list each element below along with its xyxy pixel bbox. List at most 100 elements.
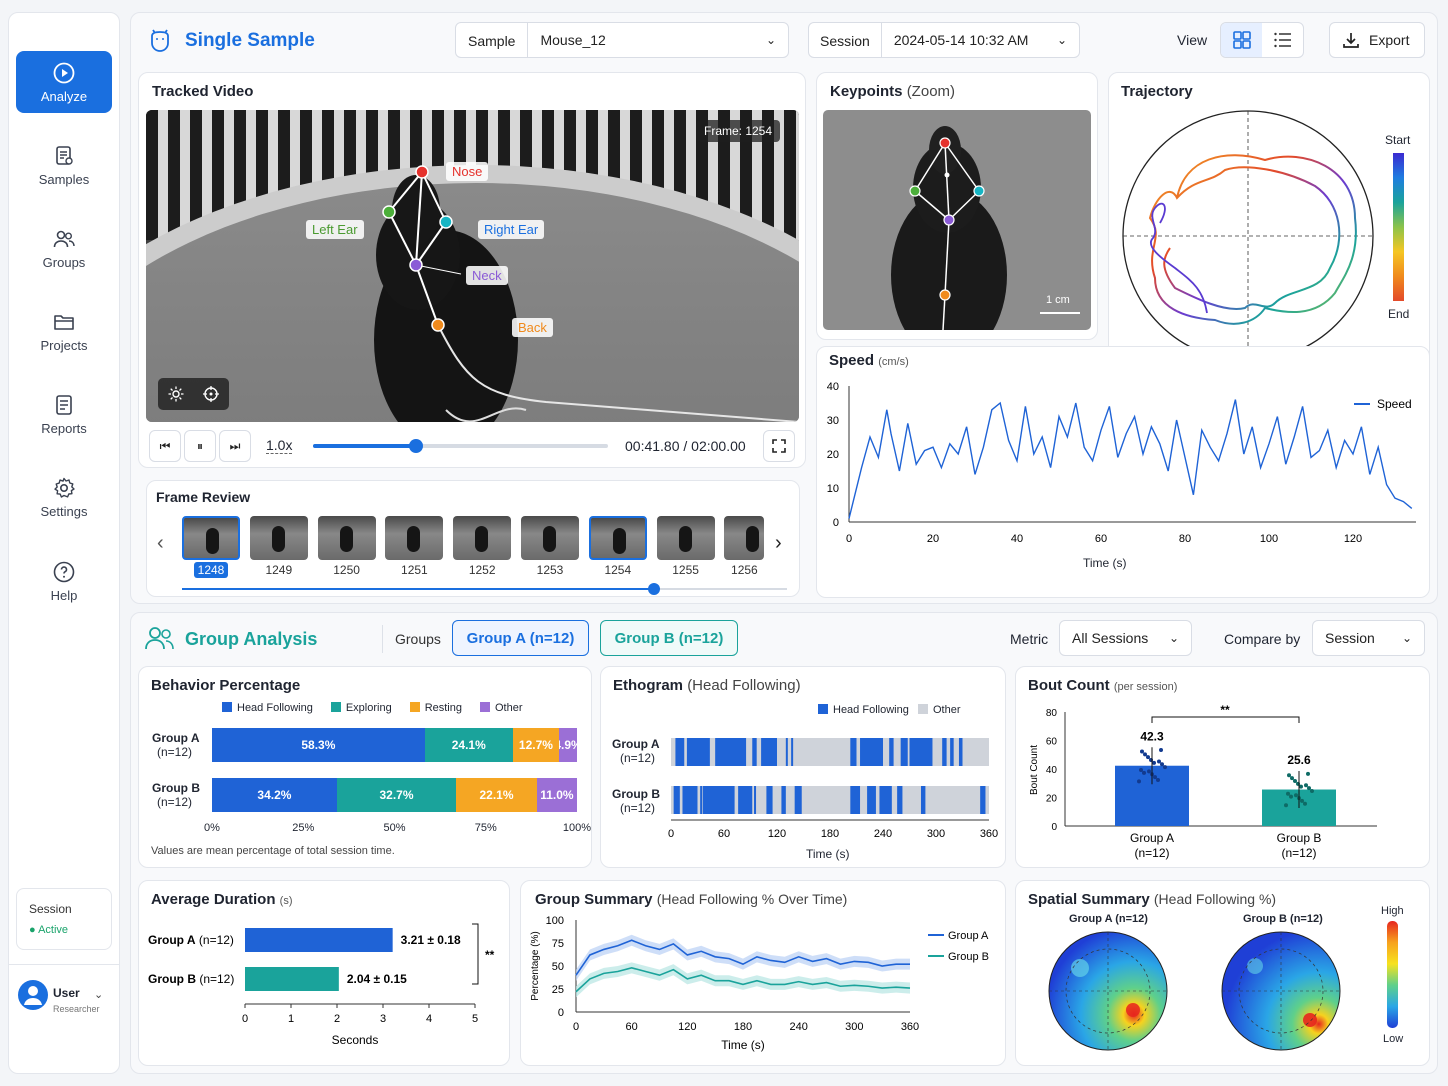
chevron-down-icon[interactable]: ⌄ bbox=[94, 989, 104, 1001]
x-tick-label: 50% bbox=[383, 822, 406, 834]
nav-analyze[interactable]: Analyze bbox=[16, 51, 112, 113]
data-point bbox=[1304, 783, 1308, 788]
frame-thumbnail[interactable] bbox=[385, 516, 444, 560]
heatmap-b-title: Group B (n=12) bbox=[1243, 913, 1323, 925]
help-icon bbox=[53, 561, 75, 583]
ethogram-bout bbox=[909, 738, 933, 766]
nav-help[interactable]: Help bbox=[16, 550, 112, 612]
skip-back-button[interactable]: ⏮ bbox=[149, 430, 181, 462]
crosshair-icon[interactable] bbox=[202, 385, 220, 403]
legend-label: Exploring bbox=[345, 702, 392, 714]
chevron-left-icon[interactable]: ‹ bbox=[157, 532, 164, 554]
neck-keypoint[interactable] bbox=[409, 258, 423, 272]
ethogram-bout bbox=[950, 738, 954, 766]
series-line bbox=[575, 939, 910, 976]
y-axis-label: Percentage (%) bbox=[530, 931, 541, 1000]
confidence-band bbox=[576, 934, 910, 981]
data-point bbox=[1294, 793, 1298, 798]
groups-label: Groups bbox=[395, 631, 441, 647]
metric-select[interactable]: All Sessions ⌄ bbox=[1059, 620, 1192, 656]
frame-scroll-handle[interactable] bbox=[647, 583, 660, 595]
ethogram-bout bbox=[738, 786, 753, 814]
view-toggle[interactable] bbox=[1220, 22, 1304, 58]
legend-swatch bbox=[918, 704, 928, 714]
ethogram-bout bbox=[702, 786, 735, 814]
pause-icon: ⏸ bbox=[196, 438, 203, 453]
significance-label: ** bbox=[485, 948, 495, 962]
chevron-right-icon[interactable]: › bbox=[775, 532, 782, 554]
keypoints-zoom-image[interactable]: 1 cm bbox=[823, 110, 1091, 330]
ethogram-bout bbox=[850, 738, 857, 766]
sample-select[interactable]: Sample Mouse_12 ⌄ bbox=[455, 22, 789, 58]
speed-chart: 0 10 20 30 40 0 20 40 60 80 100 120 Speed bbox=[827, 381, 1416, 545]
left-ear-keypoint[interactable] bbox=[382, 205, 396, 219]
ethogram-bout bbox=[900, 738, 908, 766]
nose-keypoint[interactable] bbox=[415, 165, 429, 179]
frame-thumbnail[interactable] bbox=[249, 516, 308, 560]
nav-reports[interactable]: Reports bbox=[16, 383, 112, 445]
frame-thumbnail[interactable] bbox=[724, 516, 765, 560]
chart-note: Values are mean percentage of total sess… bbox=[151, 845, 395, 857]
video-frame[interactable]: Nose Left Ear Right Ear Neck Back Frame:… bbox=[146, 110, 799, 422]
card-title: Behavior Percentage bbox=[151, 677, 301, 694]
page-title: Single Sample bbox=[185, 30, 315, 51]
gear-icon bbox=[54, 477, 75, 498]
speed-card bbox=[816, 346, 1430, 598]
frame-thumbnail[interactable] bbox=[317, 516, 376, 560]
pause-button[interactable]: ⏸ bbox=[184, 430, 216, 462]
ethogram-bout bbox=[673, 786, 680, 814]
x-tick-label: 0 bbox=[573, 1021, 579, 1033]
frame-thumbnail[interactable] bbox=[521, 516, 579, 560]
x-tick-label: 4 bbox=[426, 1013, 432, 1025]
x-tick-label: 60 bbox=[1095, 533, 1107, 545]
playback-speed[interactable]: 1.0x bbox=[266, 437, 293, 454]
y-tick-label: 0 bbox=[558, 1007, 564, 1019]
nav-projects[interactable]: Projects bbox=[16, 300, 112, 362]
list-view-button[interactable] bbox=[1262, 23, 1303, 57]
grid-view-button[interactable] bbox=[1221, 23, 1262, 57]
y-tick-label: 30 bbox=[827, 415, 839, 427]
legend-label: Group B bbox=[948, 951, 989, 963]
heatmap-group-a bbox=[1048, 931, 1168, 1051]
progress-handle[interactable] bbox=[409, 439, 424, 453]
skip-forward-button[interactable]: ⏭ bbox=[219, 430, 251, 462]
session-label: Session bbox=[29, 902, 72, 916]
right-ear-keypoint[interactable] bbox=[439, 215, 453, 229]
legend-swatch bbox=[818, 704, 828, 714]
nav-groups[interactable]: Groups bbox=[16, 217, 112, 279]
fullscreen-button[interactable] bbox=[763, 430, 795, 462]
back-keypoint[interactable] bbox=[431, 318, 445, 332]
frame-thumbnail[interactable] bbox=[453, 516, 512, 560]
duration-chart: Group A (n=12) 3.21 ± 0.18 Group B (n=12) 2… bbox=[148, 923, 495, 1047]
frame-number: 1253 bbox=[536, 563, 564, 577]
data-point bbox=[1299, 784, 1303, 789]
avatar[interactable] bbox=[18, 980, 48, 1010]
frame-thumbnail[interactable] bbox=[588, 516, 647, 560]
nav-samples[interactable]: Samples bbox=[16, 134, 112, 196]
progress-track[interactable] bbox=[313, 439, 608, 453]
legend-label: Other bbox=[494, 702, 523, 714]
significance-label: ** bbox=[1220, 703, 1230, 717]
export-button[interactable]: Export bbox=[1329, 22, 1425, 58]
frame-scrollbar[interactable] bbox=[182, 583, 787, 595]
behavior-segment: 58.3% bbox=[212, 728, 425, 762]
ethogram-bout bbox=[860, 738, 883, 766]
card-title: Average Duration (s) bbox=[151, 891, 293, 908]
behavior-segment: 4.9% bbox=[559, 728, 577, 762]
frame-thumbnail[interactable] bbox=[656, 516, 715, 560]
ethogram-bout bbox=[958, 738, 963, 766]
divider bbox=[9, 964, 119, 965]
nav-settings[interactable]: Settings bbox=[16, 466, 112, 528]
ethogram-bout bbox=[942, 738, 947, 766]
document-gear-icon bbox=[56, 146, 73, 165]
compare-select[interactable]: Session ⌄ bbox=[1312, 620, 1425, 656]
status-badge: ● Active bbox=[29, 924, 69, 936]
group-a-chip[interactable]: Group A (n=12) bbox=[452, 620, 589, 656]
session-value: 2024-05-14 10:32 AM bbox=[893, 32, 1029, 48]
data-point bbox=[1159, 748, 1163, 753]
frame-thumbnail[interactable] bbox=[182, 516, 240, 560]
session-select[interactable]: Session 2024-05-14 10:32 AM ⌄ bbox=[808, 22, 1080, 58]
x-tick-label: 60 bbox=[718, 828, 730, 840]
brightness-icon[interactable] bbox=[167, 385, 185, 403]
group-b-chip[interactable]: Group B (n=12) bbox=[600, 620, 738, 656]
